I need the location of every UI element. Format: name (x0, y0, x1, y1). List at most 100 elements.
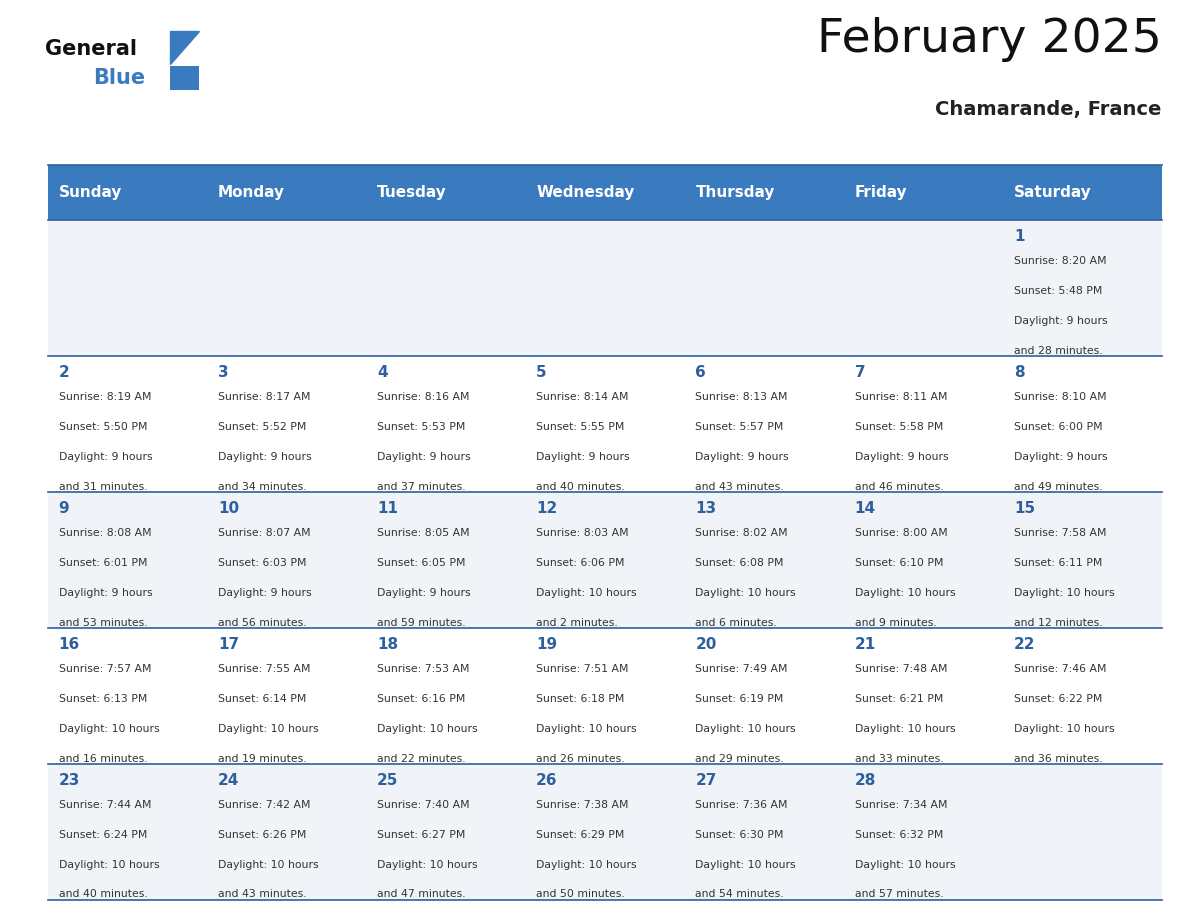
Text: and 50 minutes.: and 50 minutes. (536, 890, 625, 900)
Text: Sunrise: 7:58 AM: Sunrise: 7:58 AM (1013, 528, 1106, 538)
Text: 5: 5 (536, 365, 546, 380)
Text: Sunrise: 7:57 AM: Sunrise: 7:57 AM (58, 664, 151, 674)
Text: Chamarande, France: Chamarande, France (935, 100, 1162, 118)
Text: and 34 minutes.: and 34 minutes. (217, 482, 307, 492)
Text: Sunset: 6:24 PM: Sunset: 6:24 PM (58, 830, 147, 840)
Text: Sunset: 6:29 PM: Sunset: 6:29 PM (536, 830, 625, 840)
Text: Sunrise: 8:17 AM: Sunrise: 8:17 AM (217, 392, 310, 402)
Text: Daylight: 9 hours: Daylight: 9 hours (1013, 452, 1107, 462)
Text: 1: 1 (1013, 230, 1024, 244)
Text: Sunset: 6:32 PM: Sunset: 6:32 PM (854, 830, 943, 840)
Text: Sunset: 5:53 PM: Sunset: 5:53 PM (377, 422, 466, 432)
Text: Saturday: Saturday (1013, 185, 1092, 200)
Text: Sunrise: 7:46 AM: Sunrise: 7:46 AM (1013, 664, 1106, 674)
Text: and 54 minutes.: and 54 minutes. (695, 890, 784, 900)
Text: and 57 minutes.: and 57 minutes. (854, 890, 943, 900)
Text: Sunrise: 8:20 AM: Sunrise: 8:20 AM (1013, 256, 1106, 266)
Text: and 53 minutes.: and 53 minutes. (58, 618, 147, 628)
Bar (48, 628, 1162, 764)
Text: Sunrise: 7:34 AM: Sunrise: 7:34 AM (854, 800, 947, 810)
Text: Daylight: 10 hours: Daylight: 10 hours (536, 723, 637, 733)
Text: Sunrise: 7:49 AM: Sunrise: 7:49 AM (695, 664, 788, 674)
Text: Daylight: 9 hours: Daylight: 9 hours (217, 452, 311, 462)
Text: Sunrise: 8:05 AM: Sunrise: 8:05 AM (377, 528, 469, 538)
Text: 8: 8 (1013, 365, 1024, 380)
Text: 21: 21 (854, 637, 876, 652)
Text: Sunrise: 7:36 AM: Sunrise: 7:36 AM (695, 800, 788, 810)
Text: and 43 minutes.: and 43 minutes. (695, 482, 784, 492)
Text: Sunrise: 7:55 AM: Sunrise: 7:55 AM (217, 664, 310, 674)
Text: 26: 26 (536, 773, 557, 788)
Text: Friday: Friday (854, 185, 908, 200)
Text: Daylight: 9 hours: Daylight: 9 hours (58, 588, 152, 598)
Text: 28: 28 (854, 773, 876, 788)
Text: and 59 minutes.: and 59 minutes. (377, 618, 466, 628)
Text: and 29 minutes.: and 29 minutes. (695, 754, 784, 764)
Text: Sunset: 5:57 PM: Sunset: 5:57 PM (695, 422, 784, 432)
Text: and 2 minutes.: and 2 minutes. (536, 618, 618, 628)
Text: 14: 14 (854, 501, 876, 516)
Text: and 16 minutes.: and 16 minutes. (58, 754, 147, 764)
Text: and 49 minutes.: and 49 minutes. (1013, 482, 1102, 492)
Text: Sunset: 6:21 PM: Sunset: 6:21 PM (854, 694, 943, 704)
Text: 18: 18 (377, 637, 398, 652)
Text: and 6 minutes.: and 6 minutes. (695, 618, 777, 628)
Text: and 37 minutes.: and 37 minutes. (377, 482, 466, 492)
Text: Sunset: 6:03 PM: Sunset: 6:03 PM (217, 558, 307, 568)
Text: Daylight: 10 hours: Daylight: 10 hours (695, 859, 796, 869)
Text: 4: 4 (377, 365, 387, 380)
Text: 6: 6 (695, 365, 706, 380)
Polygon shape (170, 30, 200, 64)
Text: 22: 22 (1013, 637, 1035, 652)
Text: Sunrise: 8:10 AM: Sunrise: 8:10 AM (1013, 392, 1106, 402)
Text: 15: 15 (1013, 501, 1035, 516)
Text: 19: 19 (536, 637, 557, 652)
Text: Sunrise: 8:14 AM: Sunrise: 8:14 AM (536, 392, 628, 402)
Text: and 12 minutes.: and 12 minutes. (1013, 618, 1102, 628)
Text: General: General (45, 39, 137, 59)
Text: 3: 3 (217, 365, 228, 380)
Text: Sunrise: 8:07 AM: Sunrise: 8:07 AM (217, 528, 310, 538)
Text: Sunset: 5:50 PM: Sunset: 5:50 PM (58, 422, 147, 432)
Text: 25: 25 (377, 773, 398, 788)
Text: Sunset: 6:22 PM: Sunset: 6:22 PM (1013, 694, 1102, 704)
Text: Sunset: 6:11 PM: Sunset: 6:11 PM (1013, 558, 1102, 568)
Text: Daylight: 10 hours: Daylight: 10 hours (377, 859, 478, 869)
Bar (48, 492, 1162, 628)
Text: and 36 minutes.: and 36 minutes. (1013, 754, 1102, 764)
Text: Sunset: 6:13 PM: Sunset: 6:13 PM (58, 694, 147, 704)
Text: Sunrise: 7:40 AM: Sunrise: 7:40 AM (377, 800, 469, 810)
Text: Sunrise: 8:03 AM: Sunrise: 8:03 AM (536, 528, 628, 538)
Text: Thursday: Thursday (695, 185, 775, 200)
Text: Sunrise: 8:00 AM: Sunrise: 8:00 AM (854, 528, 947, 538)
Bar (48, 220, 1162, 356)
Text: Sunrise: 8:11 AM: Sunrise: 8:11 AM (854, 392, 947, 402)
Text: Daylight: 10 hours: Daylight: 10 hours (695, 588, 796, 598)
Text: Sunset: 6:30 PM: Sunset: 6:30 PM (695, 830, 784, 840)
Text: 2: 2 (58, 365, 69, 380)
Text: Wednesday: Wednesday (536, 185, 634, 200)
Bar (170, 66, 200, 89)
Text: Sunset: 5:52 PM: Sunset: 5:52 PM (217, 422, 307, 432)
Text: 17: 17 (217, 637, 239, 652)
Text: Daylight: 10 hours: Daylight: 10 hours (217, 723, 318, 733)
Text: Sunset: 6:01 PM: Sunset: 6:01 PM (58, 558, 147, 568)
Text: Sunrise: 7:44 AM: Sunrise: 7:44 AM (58, 800, 151, 810)
Text: 13: 13 (695, 501, 716, 516)
Text: and 28 minutes.: and 28 minutes. (1013, 346, 1102, 356)
Text: Sunrise: 7:42 AM: Sunrise: 7:42 AM (217, 800, 310, 810)
Text: 20: 20 (695, 637, 716, 652)
Text: 23: 23 (58, 773, 80, 788)
Text: Sunset: 6:10 PM: Sunset: 6:10 PM (854, 558, 943, 568)
Text: Daylight: 9 hours: Daylight: 9 hours (377, 588, 470, 598)
Text: Blue: Blue (93, 68, 145, 87)
Text: Daylight: 10 hours: Daylight: 10 hours (377, 723, 478, 733)
Text: 9: 9 (58, 501, 69, 516)
Text: Sunrise: 8:08 AM: Sunrise: 8:08 AM (58, 528, 151, 538)
Text: Daylight: 10 hours: Daylight: 10 hours (854, 588, 955, 598)
Text: Sunset: 6:05 PM: Sunset: 6:05 PM (377, 558, 466, 568)
Bar (48, 356, 1162, 492)
Text: 10: 10 (217, 501, 239, 516)
Text: Daylight: 10 hours: Daylight: 10 hours (58, 859, 159, 869)
Text: and 46 minutes.: and 46 minutes. (854, 482, 943, 492)
